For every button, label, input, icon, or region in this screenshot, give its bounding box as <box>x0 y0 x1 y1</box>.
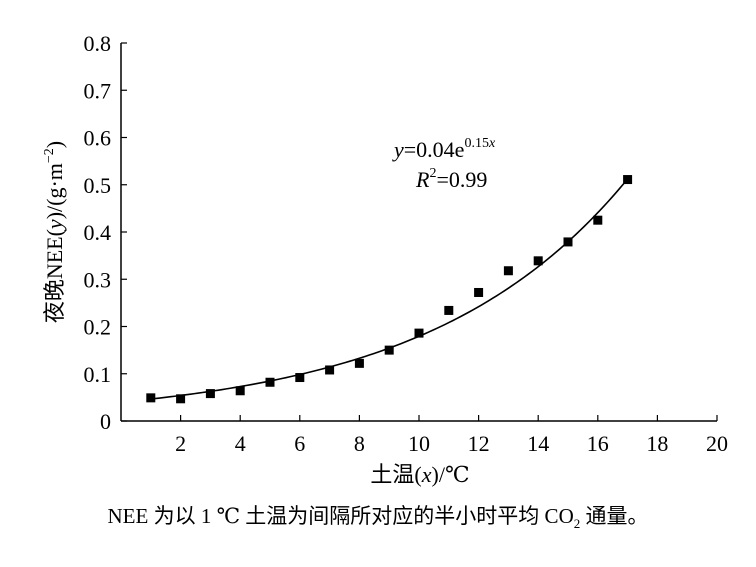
y-tick-label: 0.3 <box>84 267 112 292</box>
y-tick-label: 0.8 <box>84 31 112 56</box>
y-tick-label: 0.4 <box>84 220 112 245</box>
y-tick-label: 0.5 <box>84 173 112 198</box>
data-point <box>444 305 454 315</box>
data-point <box>354 358 364 368</box>
fit-curve <box>150 178 629 400</box>
x-tick-label: 20 <box>706 431 728 456</box>
data-point <box>384 345 394 355</box>
equation-label: y=0.04e0.15x <box>392 136 496 162</box>
x-tick-label: 10 <box>408 431 430 456</box>
x-tick-label: 18 <box>646 431 668 456</box>
data-point <box>205 389 215 399</box>
data-point <box>265 377 275 387</box>
data-point <box>593 215 603 225</box>
data-point <box>176 394 186 404</box>
figure-caption: NEE 为以 1 ℃ 土温为间隔所对应的半小时平均 CO2 通量。 <box>107 504 649 532</box>
y-tick-label: 0.2 <box>84 315 112 340</box>
x-tick-label: 16 <box>587 431 609 456</box>
data-point <box>623 175 633 185</box>
x-tick-label: 2 <box>175 431 186 456</box>
data-point <box>563 237 573 247</box>
axes: 0 0.1 0.2 0.3 0.4 0.5 0.6 0.7 0.8 2 4 6 8 10 12 14 16 18 2… <box>84 31 729 456</box>
x-tick-label: 6 <box>294 431 305 456</box>
data-point <box>235 386 245 396</box>
x-axis-title: 土温(x)/℃ <box>370 462 469 487</box>
x-tick-label: 8 <box>354 431 365 456</box>
data-point <box>146 393 156 403</box>
data-point <box>474 287 484 297</box>
data-point <box>295 373 305 383</box>
x-tick-label: 14 <box>527 431 549 456</box>
data-points <box>146 175 633 404</box>
y-tick-label: 0 <box>100 409 111 434</box>
fit-curve-layer <box>150 178 629 400</box>
y-tick-label: 0.1 <box>84 362 112 387</box>
y-tick-label: 0.6 <box>84 126 112 151</box>
data-point <box>414 328 424 338</box>
y-tick-label: 0.7 <box>84 78 112 103</box>
y-axis-title: 夜晚NEE(y)/(g·m−2) <box>42 141 67 323</box>
r-squared-label: R2=0.99 <box>415 166 487 192</box>
x-tick-label: 4 <box>235 431 246 456</box>
data-point <box>503 266 513 276</box>
data-point <box>325 365 335 375</box>
data-point <box>533 256 543 266</box>
x-tick-label: 12 <box>468 431 490 456</box>
